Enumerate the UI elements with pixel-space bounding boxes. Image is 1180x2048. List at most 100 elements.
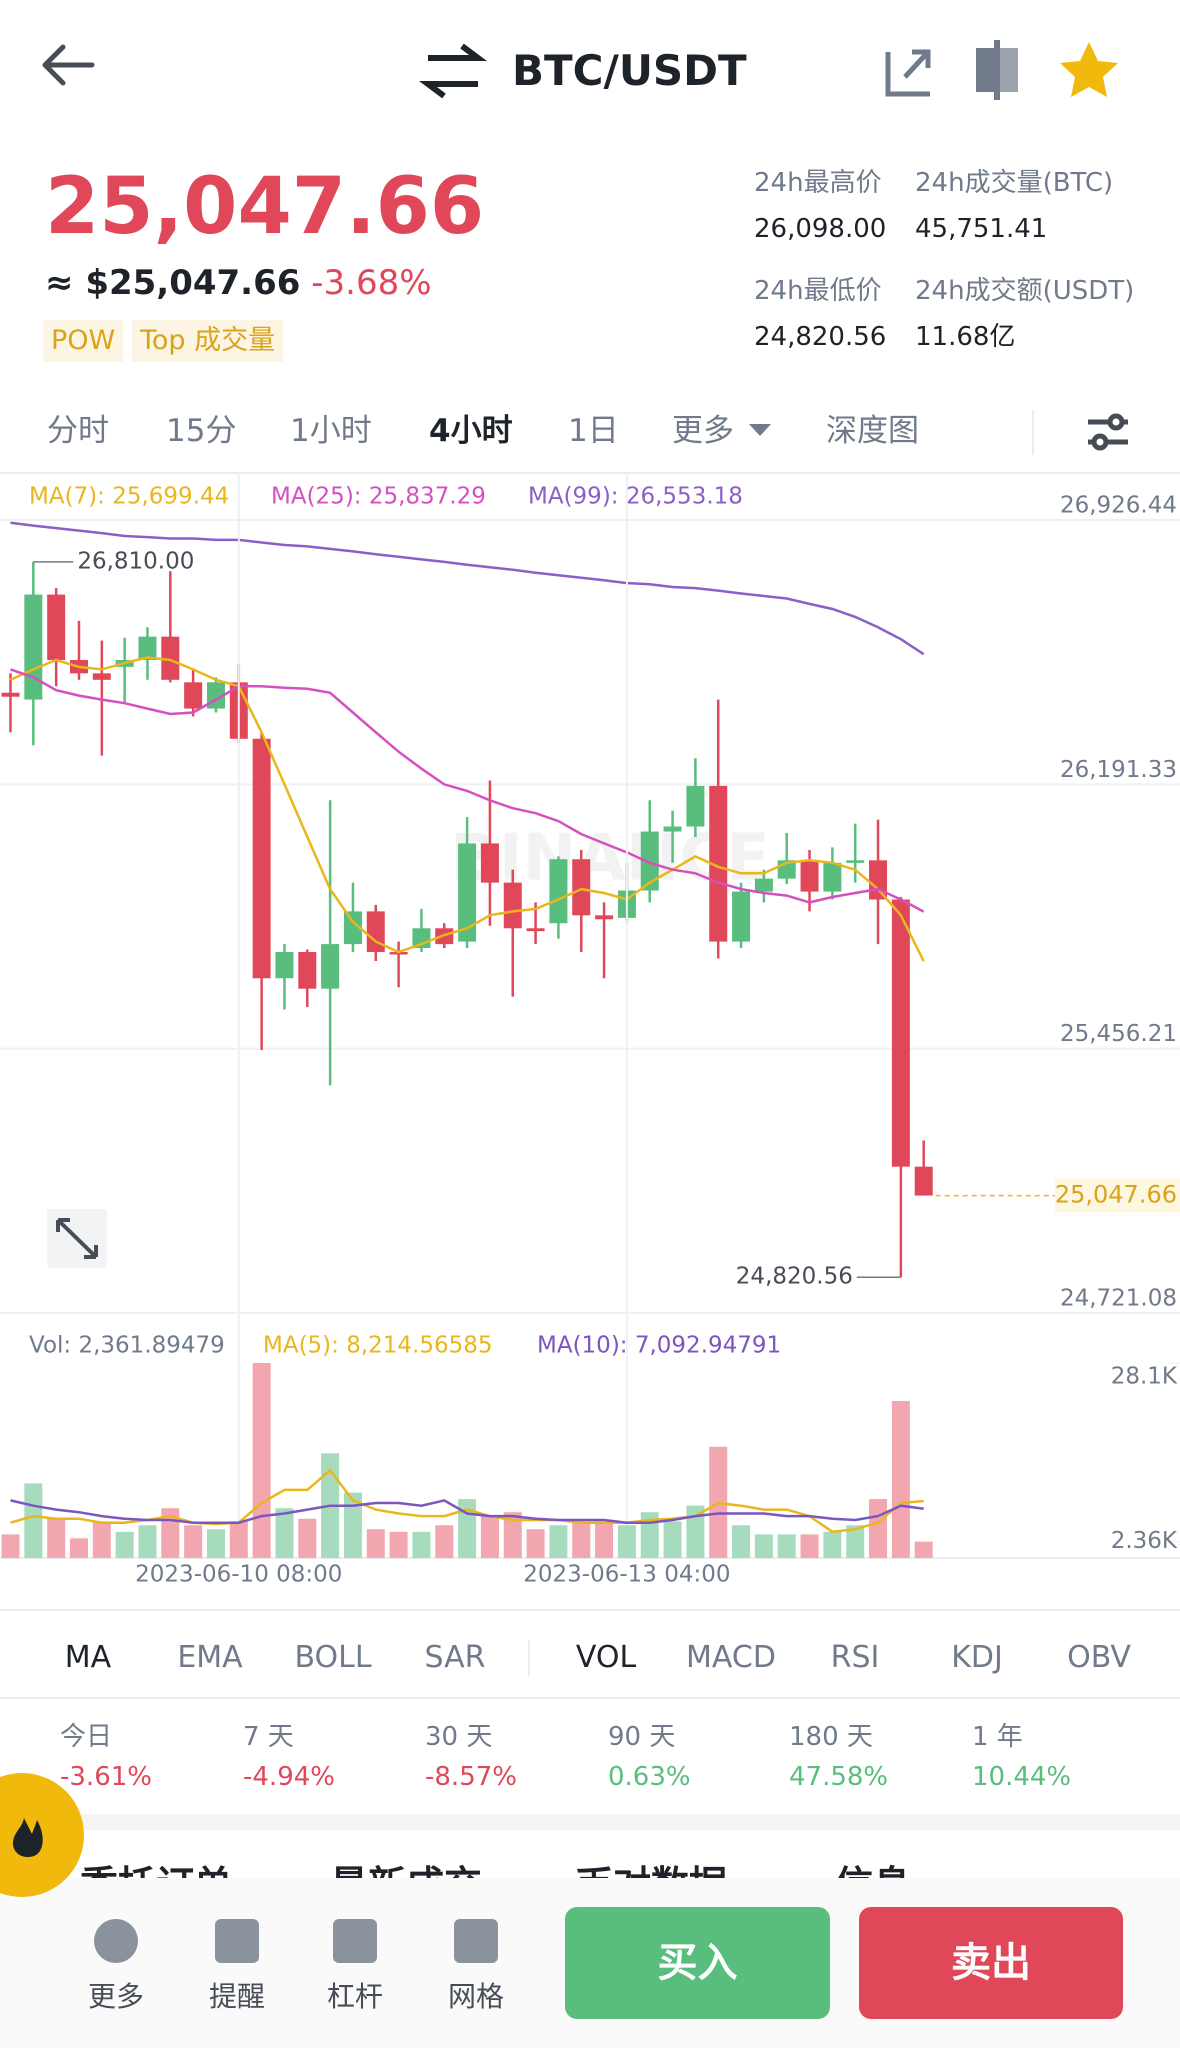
performance-value: 47.58% [789, 1762, 889, 1792]
legend-entry: MA(10): 7,092.94791 [537, 1333, 781, 1359]
section-gap [0, 1814, 1180, 1830]
toolbar-label[interactable]: 提醒 [208, 1980, 266, 2013]
volume-bar [275, 1508, 294, 1558]
ma-line [10, 521, 925, 656]
indicator-tab[interactable]: MACD [686, 1640, 776, 1675]
interval-tab[interactable]: 1小时 [290, 413, 372, 449]
y-tick-label: 2.36K [1111, 1528, 1178, 1554]
volume-ma-line [10, 1499, 924, 1524]
candle-body [298, 952, 317, 989]
volume-bar [69, 1538, 88, 1558]
volume-bar [526, 1529, 545, 1558]
indicator-tab[interactable]: EMA [177, 1640, 243, 1675]
performance-value: -4.94% [243, 1762, 335, 1792]
volume-bar [572, 1521, 591, 1558]
volume-bar [754, 1534, 773, 1558]
candle-body [846, 860, 865, 863]
volume-bar [891, 1400, 910, 1558]
settings-icon[interactable] [1088, 413, 1128, 451]
indicator-tab[interactable]: BOLL [294, 1640, 372, 1675]
toolbar-icon[interactable] [454, 1919, 498, 1963]
candle-body [47, 594, 66, 661]
back-button[interactable] [42, 44, 95, 86]
performance-value: -8.57% [425, 1762, 517, 1792]
candle-body [275, 952, 294, 979]
book-icon[interactable] [976, 40, 1018, 100]
interval-tab[interactable]: 1日 [568, 413, 619, 449]
candle-body [891, 899, 910, 1167]
share-icon[interactable] [885, 49, 931, 97]
volume-bar [115, 1531, 134, 1558]
volume-bar [1, 1534, 20, 1558]
ma-line [9, 656, 925, 962]
volume-bar [435, 1525, 454, 1558]
volume-bar [366, 1529, 385, 1558]
legend-entry: MA(5): 8,214.56585 [263, 1333, 493, 1359]
performance-value: 0.63% [608, 1762, 691, 1792]
candle-body [1, 692, 20, 697]
max-label: 26,810.00 [77, 548, 194, 574]
last-price: 25,047.66 [45, 162, 485, 252]
performance-label: 7 天 [243, 1722, 294, 1752]
candle-body [252, 738, 271, 979]
candle-body [914, 1166, 933, 1196]
interval-tab[interactable]: 15分 [166, 413, 237, 449]
candle-body [663, 826, 682, 832]
stat-value: 24,820.56 [754, 322, 887, 352]
interval-tab[interactable]: 深度图 [826, 413, 919, 449]
interval-tab[interactable]: 4小时 [429, 413, 513, 449]
indicator-tab[interactable]: MA [64, 1640, 112, 1675]
toolbar-icon[interactable] [215, 1919, 259, 1963]
favorite-star[interactable] [1060, 42, 1118, 97]
volume-bar [184, 1525, 203, 1558]
sell-button[interactable]: 卖出 [859, 1907, 1123, 2019]
volume-title: Vol: 2,361.89479 [29, 1333, 225, 1359]
toolbar-label[interactable]: 网格 [447, 1980, 505, 2013]
candle-body [709, 785, 728, 942]
stat-label: 24h最低价 [754, 276, 882, 306]
swap-icon[interactable] [419, 43, 487, 99]
indicator-tab[interactable]: OBV [1067, 1640, 1131, 1675]
legend-entry: MA(25): 25,837.29 [271, 484, 486, 510]
stat-label: 24h成交额(USDT) [915, 276, 1135, 306]
volume-bar [777, 1534, 796, 1558]
dropdown-caret [749, 424, 771, 436]
volume-bar [24, 1483, 43, 1558]
approx-price: ≈ $25,047.66 [45, 263, 301, 303]
volume-bar [823, 1531, 842, 1558]
indicator-tab[interactable]: SAR [424, 1640, 486, 1675]
ma-line [10, 668, 925, 913]
candle-body [161, 636, 180, 680]
volume-bar [480, 1516, 499, 1558]
stat-label: 24h成交量(BTC) [915, 168, 1114, 198]
performance-label: 30 天 [425, 1722, 493, 1752]
interval-tab[interactable]: 分时 [47, 413, 109, 449]
y-tick-label: 28.1K [1111, 1364, 1178, 1390]
candle-body [480, 843, 499, 883]
volume-bar [298, 1518, 317, 1558]
toolbar-label[interactable]: 杠杆 [326, 1980, 384, 2013]
performance-value: 10.44% [972, 1762, 1072, 1792]
candle-body [800, 860, 819, 892]
candle-body [686, 785, 705, 827]
indicator-tab[interactable]: VOL [575, 1640, 637, 1675]
toolbar-label[interactable]: 更多 [87, 1980, 145, 2013]
y-tick-label: 26,926.44 [1060, 493, 1177, 519]
legend-entry: MA(7): 25,699.44 [29, 484, 229, 510]
legend-entry: MA(99): 26,553.18 [528, 484, 743, 510]
volume-bar [206, 1529, 225, 1558]
performance-label: 1 年 [972, 1722, 1023, 1752]
toolbar-icon[interactable] [94, 1919, 138, 1963]
candle-body [549, 859, 568, 924]
candle-body [92, 673, 111, 680]
buy-button[interactable]: 买入 [565, 1907, 830, 2019]
volume-bar [229, 1521, 248, 1558]
stat-value: 11.68亿 [915, 322, 1016, 352]
interval-tab[interactable]: 更多 [672, 413, 734, 449]
indicator-tab[interactable]: RSI [830, 1640, 880, 1675]
indicator-tab[interactable]: KDJ [951, 1640, 1003, 1675]
toolbar-icon[interactable] [333, 1919, 377, 1963]
stat-value: 26,098.00 [754, 214, 887, 244]
performance-label: 180 天 [789, 1722, 873, 1752]
